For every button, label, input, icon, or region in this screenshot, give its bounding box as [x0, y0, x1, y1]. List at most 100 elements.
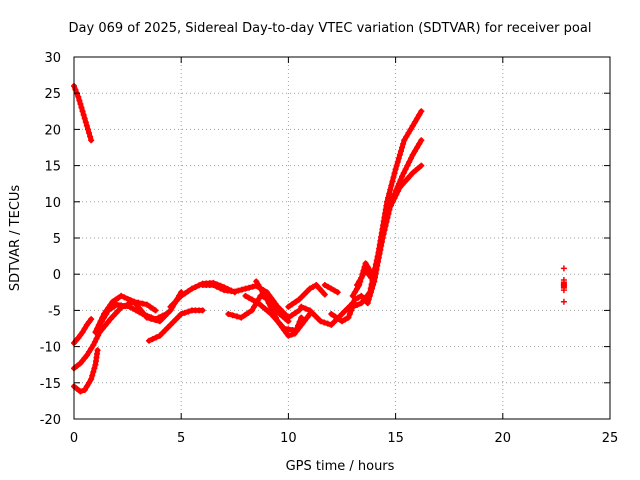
- data-point: [292, 309, 299, 316]
- data-point: [400, 140, 407, 147]
- data-point: [354, 285, 361, 292]
- data-point: [81, 387, 88, 394]
- x-tick-label: 25: [602, 431, 619, 446]
- data-point: [257, 285, 264, 292]
- data-point: [318, 288, 325, 295]
- data-point: [406, 158, 413, 165]
- data-point: [261, 305, 268, 312]
- data-point: [152, 316, 159, 323]
- data-point: [199, 307, 206, 314]
- data-point: [139, 300, 146, 307]
- data-point: [102, 322, 109, 329]
- data-point: [359, 271, 366, 278]
- data-point: [255, 282, 262, 289]
- data-point: [342, 316, 349, 323]
- data-point: [248, 307, 255, 314]
- data-point: [390, 174, 397, 181]
- data-point: [414, 115, 421, 122]
- data-point: [77, 388, 84, 395]
- data-point: [210, 282, 217, 289]
- data-point: [301, 317, 308, 324]
- data-point: [364, 263, 371, 270]
- data-point: [133, 307, 140, 314]
- data-point: [126, 303, 133, 310]
- data-point: [317, 318, 324, 325]
- data-point: [399, 173, 406, 180]
- data-point: [98, 318, 105, 325]
- data-point: [369, 271, 376, 278]
- data-point: [245, 309, 252, 316]
- data-point: [78, 104, 85, 111]
- data-point: [213, 283, 220, 290]
- data-point: [242, 285, 249, 292]
- data-point: [229, 312, 236, 319]
- data-point: [242, 292, 249, 299]
- data-point: [402, 166, 409, 173]
- y-tick-label: 20: [44, 123, 61, 138]
- x-tick-label: 0: [70, 431, 78, 446]
- data-point: [185, 288, 192, 295]
- data-point: [104, 319, 111, 326]
- data-point: [101, 314, 108, 321]
- data-point: [407, 126, 414, 133]
- y-tick-label: 30: [44, 51, 61, 66]
- data-point: [376, 250, 383, 257]
- data-point: [321, 282, 328, 289]
- data-point: [185, 308, 192, 315]
- data-point: [72, 86, 79, 93]
- data-point: [77, 101, 84, 108]
- data-point: [265, 308, 272, 315]
- y-tick-label: 10: [44, 196, 61, 211]
- chart-title: Day 069 of 2025, Sidereal Day-to-day VTE…: [69, 21, 592, 36]
- y-tick-label: -5: [48, 304, 61, 319]
- data-point: [163, 311, 170, 318]
- data-point: [91, 365, 98, 372]
- data-point: [418, 137, 425, 144]
- data-point: [263, 296, 270, 303]
- data-point: [388, 182, 395, 189]
- data-point: [258, 302, 265, 309]
- data-point: [416, 140, 423, 147]
- data-point: [411, 148, 418, 155]
- data-point: [373, 266, 380, 273]
- data-point: [404, 162, 411, 169]
- data-point: [248, 296, 255, 303]
- data-point: [96, 321, 103, 328]
- data-point: [321, 319, 328, 326]
- data-point: [306, 285, 313, 292]
- data-point: [345, 307, 352, 314]
- data-point: [339, 318, 345, 325]
- data-point: [325, 283, 332, 290]
- x-tick-label: 5: [177, 431, 185, 446]
- data-point: [90, 368, 97, 375]
- data-point: [88, 345, 95, 352]
- data-point: [288, 301, 295, 308]
- data-point: [75, 93, 82, 100]
- y-tick-label: 5: [53, 232, 61, 247]
- data-point: [378, 238, 385, 245]
- x-axis-label: GPS time / hours: [286, 459, 395, 474]
- data-point: [298, 314, 305, 321]
- data-point: [148, 314, 155, 321]
- data-point: [181, 290, 188, 297]
- data-point: [394, 158, 401, 165]
- data-point: [153, 334, 160, 341]
- data-point: [302, 305, 309, 312]
- data-point: [192, 283, 199, 290]
- data-point: [392, 166, 399, 173]
- data-point: [292, 298, 299, 305]
- data-point: [389, 195, 396, 202]
- data-point: [84, 126, 91, 133]
- data-point: [252, 298, 259, 305]
- data-point: [133, 301, 140, 308]
- data-point: [409, 122, 416, 129]
- data-point: [285, 332, 292, 339]
- data-point: [395, 155, 402, 162]
- data-point: [83, 383, 90, 390]
- data-point: [346, 311, 353, 318]
- data-point: [103, 311, 110, 318]
- data-point: [225, 311, 232, 318]
- data-point: [152, 307, 159, 314]
- data-point: [93, 335, 100, 342]
